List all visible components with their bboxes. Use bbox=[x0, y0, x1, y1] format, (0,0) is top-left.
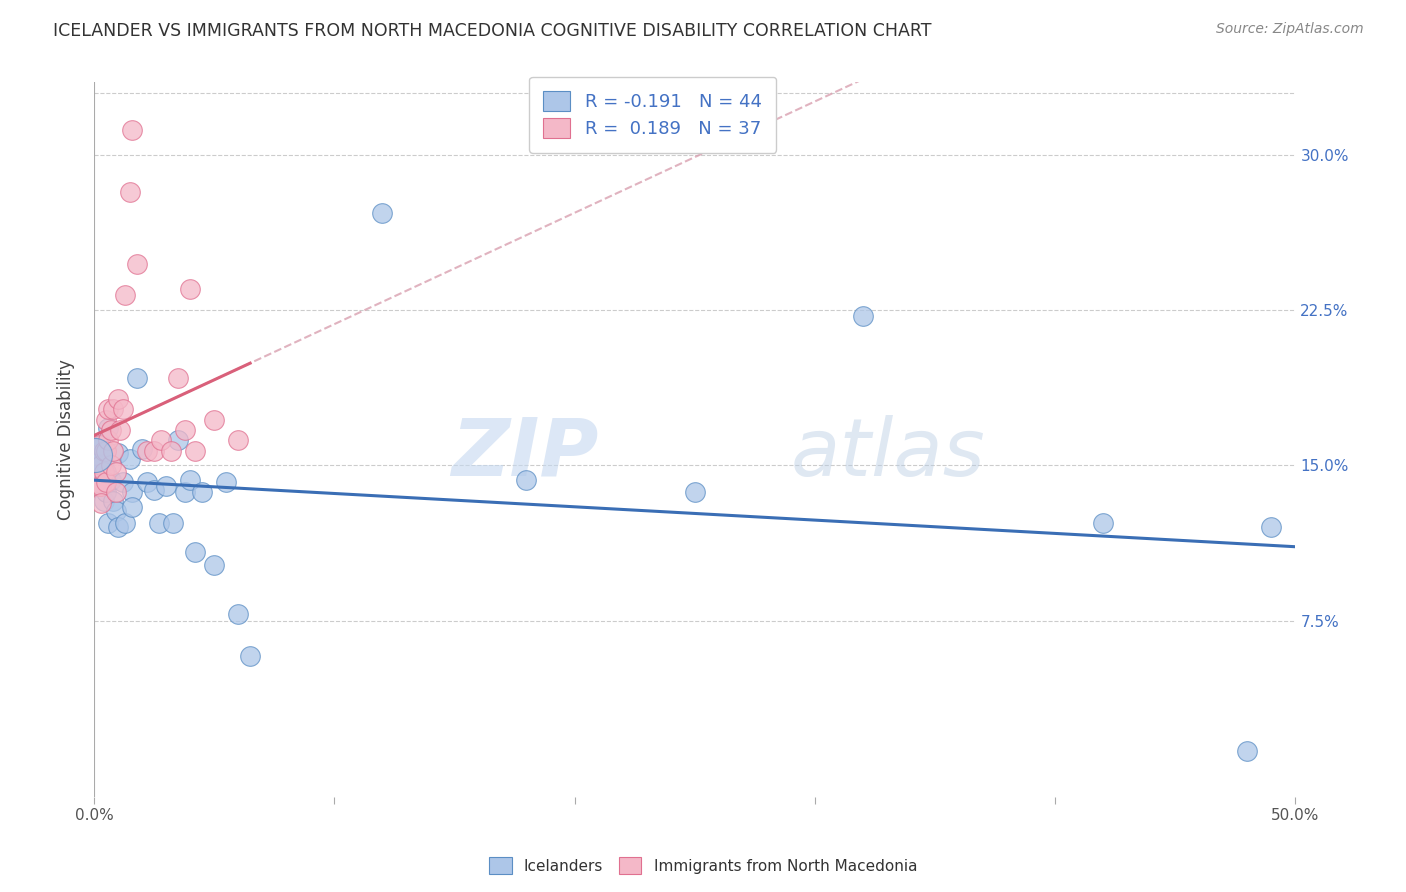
Point bbox=[371, 205, 394, 219]
Point bbox=[148, 516, 170, 531]
Point bbox=[84, 448, 107, 462]
Point bbox=[93, 465, 115, 479]
Point bbox=[162, 516, 184, 531]
Point bbox=[90, 437, 112, 451]
Point bbox=[107, 520, 129, 534]
Point bbox=[94, 413, 117, 427]
Point bbox=[174, 423, 197, 437]
Point bbox=[515, 473, 537, 487]
Point bbox=[87, 479, 110, 493]
Legend: R = -0.191   N = 44, R =  0.189   N = 37: R = -0.191 N = 44, R = 0.189 N = 37 bbox=[529, 77, 776, 153]
Point bbox=[174, 485, 197, 500]
Text: atlas: atlas bbox=[790, 415, 986, 492]
Point bbox=[239, 648, 262, 663]
Point bbox=[852, 309, 875, 323]
Point bbox=[107, 446, 129, 460]
Point bbox=[90, 479, 112, 493]
Point bbox=[143, 443, 166, 458]
Point bbox=[226, 434, 249, 448]
Point bbox=[100, 458, 122, 473]
Point bbox=[97, 516, 120, 531]
Point bbox=[104, 465, 127, 479]
Point bbox=[167, 371, 190, 385]
Point bbox=[94, 485, 117, 500]
Point bbox=[100, 473, 122, 487]
Point bbox=[114, 516, 136, 531]
Point bbox=[101, 402, 124, 417]
Point bbox=[97, 402, 120, 417]
Point bbox=[101, 443, 124, 458]
Point bbox=[226, 607, 249, 622]
Point bbox=[683, 485, 706, 500]
Point bbox=[104, 485, 127, 500]
Point bbox=[86, 448, 108, 462]
Point bbox=[135, 475, 157, 489]
Point bbox=[202, 558, 225, 572]
Point bbox=[184, 545, 207, 559]
Point bbox=[90, 495, 112, 509]
Point bbox=[1260, 520, 1282, 534]
Point bbox=[1236, 744, 1258, 758]
Point bbox=[184, 443, 207, 458]
Point bbox=[90, 462, 112, 476]
Point bbox=[143, 483, 166, 497]
Point bbox=[94, 475, 117, 489]
Point bbox=[101, 493, 124, 508]
Point bbox=[179, 473, 201, 487]
Point bbox=[167, 434, 190, 448]
Point bbox=[87, 475, 110, 489]
Point bbox=[202, 413, 225, 427]
Point bbox=[131, 442, 153, 456]
Point bbox=[150, 434, 173, 448]
Text: Source: ZipAtlas.com: Source: ZipAtlas.com bbox=[1216, 22, 1364, 37]
Point bbox=[121, 122, 143, 136]
Legend: Icelanders, Immigrants from North Macedonia: Icelanders, Immigrants from North Macedo… bbox=[482, 851, 924, 880]
Point bbox=[93, 443, 115, 458]
Y-axis label: Cognitive Disability: Cognitive Disability bbox=[58, 359, 75, 520]
Point bbox=[94, 443, 117, 458]
Point bbox=[100, 423, 122, 437]
Point bbox=[159, 443, 181, 458]
Point bbox=[121, 485, 143, 500]
Point bbox=[97, 434, 120, 448]
Point bbox=[107, 392, 129, 406]
Point bbox=[127, 371, 149, 385]
Point bbox=[215, 475, 238, 489]
Point bbox=[87, 437, 110, 451]
Point bbox=[104, 504, 127, 518]
Point bbox=[127, 257, 149, 271]
Point bbox=[121, 500, 143, 514]
Point bbox=[191, 485, 214, 500]
Point bbox=[110, 423, 132, 437]
Text: ICELANDER VS IMMIGRANTS FROM NORTH MACEDONIA COGNITIVE DISABILITY CORRELATION CH: ICELANDER VS IMMIGRANTS FROM NORTH MACED… bbox=[53, 22, 932, 40]
Point bbox=[87, 442, 110, 456]
Point bbox=[93, 493, 115, 508]
Point bbox=[114, 288, 136, 302]
Point bbox=[86, 475, 108, 489]
Point bbox=[94, 465, 117, 479]
Point bbox=[155, 479, 177, 493]
Point bbox=[97, 421, 120, 435]
Point bbox=[90, 458, 112, 473]
Point bbox=[118, 185, 141, 199]
Point bbox=[86, 458, 108, 473]
Point bbox=[135, 443, 157, 458]
Text: ZIP: ZIP bbox=[451, 415, 599, 492]
Point bbox=[111, 475, 134, 489]
Point bbox=[179, 282, 201, 296]
Point bbox=[1092, 516, 1115, 531]
Point bbox=[118, 452, 141, 467]
Point bbox=[93, 454, 115, 468]
Point bbox=[111, 402, 134, 417]
